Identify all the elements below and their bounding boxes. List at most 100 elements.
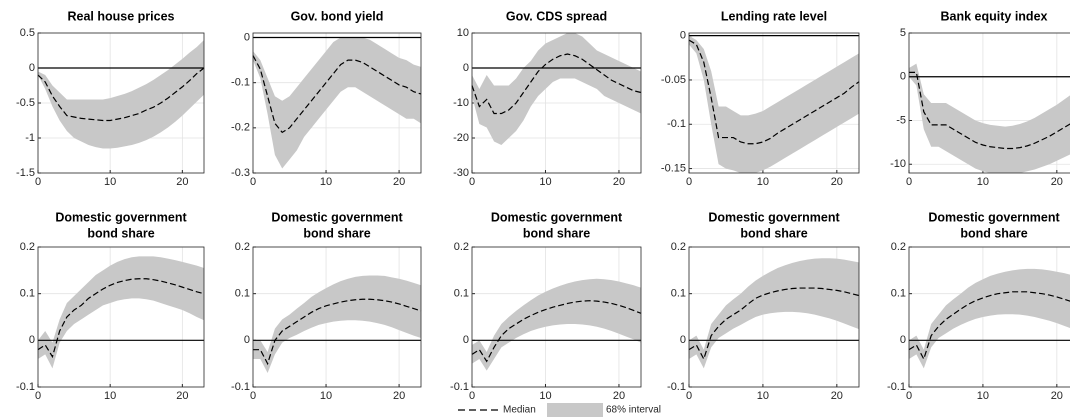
x-tick-label: 10 xyxy=(977,176,989,188)
chart-title: Domestic government xyxy=(928,210,1060,224)
panel: Gov. CDS spread -30 -20 -10 0 10 0 10 20 xyxy=(453,9,642,188)
y-tick-label: -5 xyxy=(896,114,906,126)
panel: Real house prices -1.5 -1 -0.5 0 0.5 0 10 20 xyxy=(16,9,205,188)
y-tick-label: -0.1 xyxy=(450,381,469,393)
y-tick-label: 0 xyxy=(680,30,686,42)
x-tick-label: 0 xyxy=(469,390,475,402)
axes-frame xyxy=(37,32,205,174)
x-tick-label: 0 xyxy=(686,176,692,188)
y-tick-label: 0 xyxy=(29,62,35,74)
y-tick-label: 0.1 xyxy=(891,288,906,300)
x-tick-label: 0 xyxy=(906,176,912,188)
legend-label: Median xyxy=(503,405,536,416)
y-tick-label: 0 xyxy=(463,334,469,346)
x-tick-label: 0 xyxy=(906,390,912,402)
panel: Domestic government bond share -0.10 0.1 0.2… xyxy=(887,210,1070,402)
y-tick-label: 0.5 xyxy=(20,27,35,39)
chart-title: Lending rate level xyxy=(721,9,827,23)
interval-band xyxy=(253,37,421,169)
interval-band xyxy=(253,275,421,373)
y-tick-label: 5 xyxy=(900,27,906,39)
chart-title: Real house prices xyxy=(68,9,175,23)
x-tick-label: 20 xyxy=(613,390,625,402)
interval-band xyxy=(689,35,859,173)
y-tick-label: 0 xyxy=(244,31,250,43)
y-tick-label: 0 xyxy=(29,334,35,346)
y-tick-label: -20 xyxy=(453,132,469,144)
interval-band xyxy=(472,33,641,145)
y-tick-label: 0 xyxy=(244,334,250,346)
y-tick-label: -0.2 xyxy=(231,122,250,134)
y-tick-label: 0.2 xyxy=(671,241,686,253)
y-tick-label: -0.1 xyxy=(667,118,686,130)
axes-frame xyxy=(471,32,642,174)
chart-title: bond share xyxy=(960,226,1027,240)
chart-title: Domestic government xyxy=(491,210,623,224)
panel: Gov. bond yield -0.3 -0.2 -0.1 0 0 10 20 xyxy=(231,9,422,188)
axes-frame xyxy=(471,246,642,388)
y-tick-label: -0.1 xyxy=(231,381,250,393)
chart-title: Gov. CDS spread xyxy=(506,9,607,23)
y-tick-label: 0 xyxy=(680,334,686,346)
x-tick-label: 0 xyxy=(250,176,256,188)
y-tick-label: -0.1 xyxy=(16,381,35,393)
x-tick-label: 10 xyxy=(104,176,116,188)
x-tick-label: 10 xyxy=(539,390,551,402)
x-tick-label: 20 xyxy=(1051,176,1063,188)
y-tick-label: -30 xyxy=(453,167,469,179)
median-line xyxy=(37,278,205,359)
x-tick-label: 20 xyxy=(831,176,843,188)
median-line xyxy=(253,298,422,366)
median-line xyxy=(908,291,1070,361)
median-line xyxy=(471,300,642,363)
axes-frame xyxy=(252,246,422,388)
y-tick-label: 0.2 xyxy=(235,241,250,253)
x-tick-label: 10 xyxy=(539,176,551,188)
x-tick-label: 0 xyxy=(469,176,475,188)
axes-frame xyxy=(688,32,860,174)
x-tick-label: 20 xyxy=(176,390,188,402)
x-tick-label: 10 xyxy=(977,390,989,402)
x-tick-label: 20 xyxy=(1051,390,1063,402)
x-tick-label: 20 xyxy=(176,176,188,188)
interval-band xyxy=(909,63,1070,173)
y-tick-label: 0.2 xyxy=(891,241,906,253)
y-tick-label: -10 xyxy=(890,158,906,170)
x-tick-label: 10 xyxy=(320,176,332,188)
chart-title: Domestic government xyxy=(55,210,187,224)
median-line xyxy=(909,71,1070,150)
x-tick-label: 20 xyxy=(393,176,405,188)
interval-band xyxy=(38,256,204,369)
panel: Bank equity index -10 -5 0 5 0 10 20 xyxy=(890,9,1070,188)
y-tick-label: -0.3 xyxy=(231,167,250,179)
median-line xyxy=(37,67,205,122)
y-tick-label: 0.1 xyxy=(20,288,35,300)
y-tick-label: -0.05 xyxy=(661,74,686,86)
axes-frame xyxy=(252,32,422,174)
y-tick-label: -1.5 xyxy=(16,167,35,179)
median-line xyxy=(688,39,860,145)
chart-title: bond share xyxy=(303,226,370,240)
y-tick-label: -1 xyxy=(25,132,35,144)
chart-title: bond share xyxy=(740,226,807,240)
chart-title: Bank equity index xyxy=(941,9,1048,23)
legend-label: 68% interval xyxy=(606,405,661,416)
axes-frame xyxy=(908,246,1070,388)
y-tick-label: 0.2 xyxy=(454,241,469,253)
panel: Lending rate level -0.15 -0.1 -0.05 0 0 10 20 xyxy=(661,9,860,188)
x-tick-label: 0 xyxy=(686,390,692,402)
y-tick-label: 0.2 xyxy=(20,241,35,253)
median-line xyxy=(252,55,422,134)
y-tick-label: 0.1 xyxy=(235,288,250,300)
y-tick-label: 10 xyxy=(457,27,469,39)
y-tick-label: -0.15 xyxy=(661,162,686,174)
x-tick-label: 10 xyxy=(757,390,769,402)
median-line xyxy=(471,53,642,115)
x-tick-label: 20 xyxy=(393,390,405,402)
interval-band xyxy=(38,40,204,149)
y-tick-label: -0.1 xyxy=(887,381,906,393)
